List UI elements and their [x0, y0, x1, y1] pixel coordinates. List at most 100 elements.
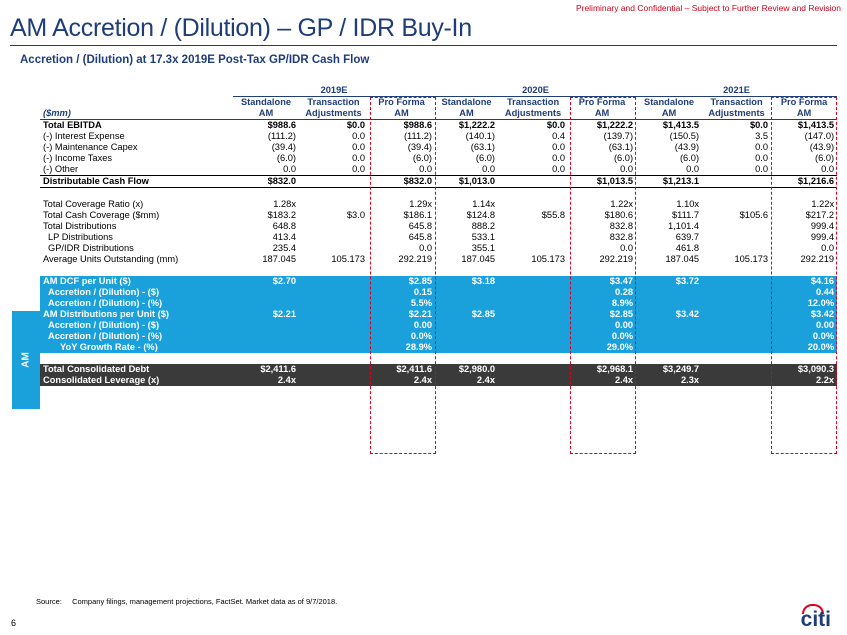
row-label: (-) Maintenance Capex: [43, 142, 138, 152]
row-label: (-) Interest Expense: [43, 131, 125, 141]
table-row: Total Consolidated Debt $2,411.6 $2,411.6 $…: [40, 364, 838, 375]
table-cell: $1,222.2: [596, 120, 634, 130]
table-cell: [498, 221, 568, 232]
table-cell: $2.70: [233, 276, 299, 287]
source-text: Company filings, management projections,…: [72, 597, 338, 606]
table-cell: $0.0: [346, 120, 365, 130]
table-cell: 0.0: [419, 164, 433, 174]
spacer-row: [40, 265, 837, 276]
table-cell: (63.1): [608, 142, 634, 152]
table-cell: [636, 331, 703, 342]
table-cell: 0.00: [368, 320, 436, 331]
table-cell: 2.4x: [368, 375, 436, 386]
table-cell: 0.0: [821, 243, 835, 253]
table-row: Accretion / (Dilution) - ($) 0.15 0.28 0.44: [40, 287, 838, 298]
table-cell: [498, 175, 569, 188]
table-cell: $0.0: [546, 120, 566, 130]
confidential-notice: Preliminary and Confidential – Subject t…: [575, 3, 841, 13]
column-header-row-1: Standalone Transaction Pro Forma Standalone…: [40, 97, 837, 109]
table-cell: [498, 243, 568, 254]
table-cell: 0.0: [352, 142, 365, 152]
table-cell: $183.2: [267, 210, 296, 220]
table-cell: $832.0: [233, 175, 299, 188]
table-cell: 29.0%: [568, 342, 637, 353]
table-cell: $55.8: [541, 210, 566, 220]
column-header: Standalone: [441, 97, 492, 107]
column-header: Transaction: [710, 97, 763, 107]
row-label: Total Distributions: [43, 221, 117, 231]
table-cell: 355.1: [471, 243, 496, 253]
row-label: Accretion / (Dilution) - (%): [40, 298, 233, 309]
table-cell: 2.4x: [233, 375, 299, 386]
table-cell: (6.0): [613, 153, 634, 163]
table-row: Accretion / (Dilution) - (%) 5.5% 8.9% 12.0…: [40, 298, 838, 309]
table-cell: $1,213.1: [636, 175, 703, 188]
table-cell: 0.00: [568, 320, 637, 331]
table-cell: [498, 320, 569, 331]
table-cell: [498, 287, 569, 298]
table-cell: (63.1): [470, 142, 496, 152]
table-cell: (6.0): [475, 153, 496, 163]
table-cell: 0.0: [686, 164, 700, 174]
table-cell: [498, 276, 569, 287]
table-cell: [702, 287, 772, 298]
table-cell: [233, 331, 299, 342]
table-cell: $111.7: [672, 210, 700, 220]
table-cell: $2,411.6: [233, 364, 299, 375]
table-cell: 2.2x: [771, 375, 838, 386]
table-cell: 0.0%: [368, 331, 436, 342]
table-cell: 533.1: [471, 232, 496, 242]
table-cell: $2.85: [435, 309, 499, 320]
spacer-row: [40, 188, 837, 200]
table-cell: $124.8: [466, 210, 496, 220]
page-title: AM Accretion / (Dilution) – GP / IDR Buy…: [10, 14, 472, 42]
table-cell: $988.6: [267, 120, 296, 130]
table-row: (-) Income Taxes (6.0) 0.0 (6.0) (6.0) 0.0 (6.…: [40, 153, 837, 164]
table-cell: (140.1): [465, 131, 496, 141]
table-cell: 0.0: [352, 153, 365, 163]
table-cell: 832.8: [609, 232, 634, 242]
table-cell: $2.21: [368, 309, 436, 320]
table-cell: 832.8: [609, 221, 634, 231]
table-cell: 888.2: [471, 221, 496, 231]
table-cell: 1.22x: [610, 199, 634, 209]
table-row: Total Distributions 648.8 645.8 888.2 832.8 1…: [40, 221, 837, 232]
table-cell: [299, 298, 368, 309]
table-cell: [299, 309, 368, 320]
table-cell: 1.10x: [676, 199, 700, 209]
table-cell: 999.4: [810, 221, 835, 231]
table-cell: 0.0%: [568, 331, 637, 342]
pro-forma-2021-highlight: [771, 97, 837, 454]
table-cell: 2.3x: [636, 375, 703, 386]
table-cell: [636, 298, 703, 309]
table-cell: [702, 199, 771, 210]
column-header: Standalone: [240, 97, 292, 107]
table-cell: $832.0: [368, 175, 436, 188]
accretion-table: 2019E 2020E 2021E Standalone Transaction Pro …: [40, 85, 838, 386]
table-cell: 645.8: [408, 232, 433, 242]
table-cell: $105.6: [739, 210, 769, 220]
table-cell: $1,013.5: [568, 175, 637, 188]
table-cell: (6.0): [276, 153, 296, 163]
column-subheader: Adjustments: [498, 108, 569, 120]
table-cell: [435, 287, 499, 298]
table-cell: 0.44: [771, 287, 838, 298]
table-cell: [702, 342, 772, 353]
column-subheader: AM: [368, 108, 436, 120]
table-cell: 2.4x: [435, 375, 499, 386]
row-label: Total EBITDA: [43, 120, 102, 130]
table-cell: (139.7): [603, 131, 634, 141]
table-cell: [299, 342, 368, 353]
citi-logo-arc: [802, 604, 824, 614]
am-section-bar: AM: [12, 311, 40, 409]
row-label: Total Coverage Ratio (x): [43, 199, 144, 209]
pro-forma-2019-highlight: [370, 97, 436, 454]
table-cell: 292.219: [599, 254, 634, 264]
am-section-label: AM: [20, 352, 32, 368]
table-cell: 235.4: [272, 243, 296, 253]
table-row: Average Units Outstanding (mm) 187.045 105…: [40, 254, 837, 265]
table-cell: (6.0): [814, 153, 835, 163]
table-cell: [498, 199, 568, 210]
table-cell: [299, 364, 368, 375]
row-label: AM DCF per Unit ($): [40, 276, 233, 287]
